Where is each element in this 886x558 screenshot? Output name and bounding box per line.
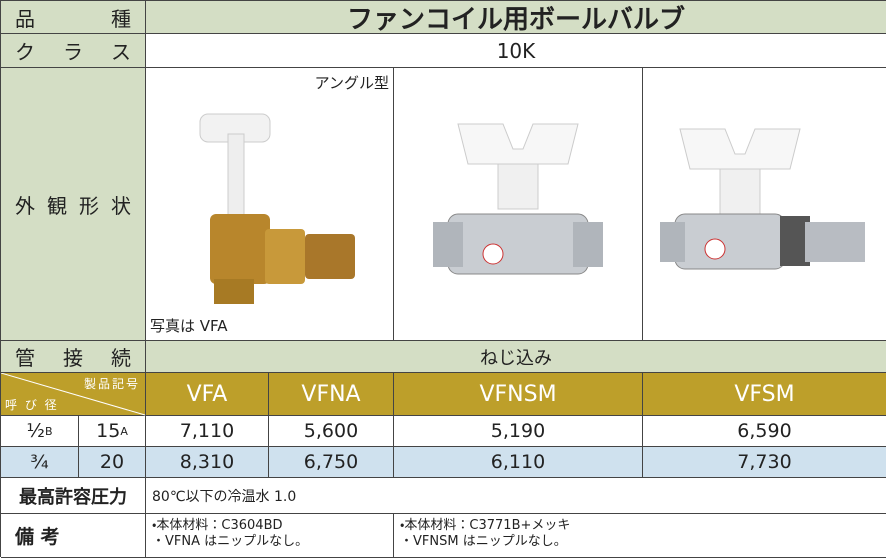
remarks-cell: ・本体材料：C3771B+メッキ ・VFNSM はニップルなし。	[394, 514, 886, 558]
mm: 20	[99, 451, 125, 473]
price: 7,110	[179, 420, 235, 442]
mm-cell: 20	[79, 447, 146, 478]
mm: 15	[96, 420, 121, 442]
title: ファンコイル用ボールバルブ	[346, 4, 685, 35]
price: 6,110	[490, 451, 546, 473]
class-value-cell: 10K	[146, 34, 886, 68]
price-cell: 6,590	[643, 416, 886, 447]
image-cell: アングル型 写真は VFA	[146, 68, 394, 341]
type-label-cell: 品 種	[1, 1, 146, 34]
image-cell	[643, 68, 886, 341]
corner-top: 製品記号	[83, 377, 140, 391]
price-cell: 5,190	[394, 416, 643, 447]
vfsm-image	[659, 128, 865, 270]
connection-value-cell: ねじ込み	[146, 341, 886, 373]
column-label: VFSM	[734, 381, 795, 407]
class-label-cell: ク ラ ス	[1, 34, 146, 68]
column-header: VFA	[146, 373, 269, 416]
vfnsm-image	[433, 123, 603, 275]
pressure-value-cell: 80℃以下の冷温水 1.0	[146, 478, 886, 514]
remarks-cell: ・本体材料：C3604BD ・VFNA はニップルなし。	[146, 514, 394, 558]
appearance-label: 外観形状	[15, 193, 131, 218]
price-cell: 6,750	[269, 447, 394, 478]
mm-cell: 15 A	[79, 416, 146, 447]
column-header: VFNSM	[394, 373, 643, 416]
corner-cell: 製品記号 呼 び 径	[1, 373, 146, 416]
column-label: VFNSM	[479, 381, 557, 407]
vfa-image	[199, 113, 355, 304]
appearance-label-cell: 外観形状	[1, 68, 146, 341]
title-cell: ファンコイル用ボールバルブ	[146, 1, 886, 35]
image-cell	[394, 68, 643, 341]
remarks-label: 備 考	[15, 526, 60, 548]
remark: ・VFNSM はニップルなし。	[400, 534, 567, 549]
class-label: ク ラ ス	[15, 40, 131, 64]
price: 6,590	[737, 420, 792, 442]
connection-label-cell: 管 接 続	[1, 341, 146, 373]
price: 5,190	[490, 420, 546, 442]
inch: ¾	[30, 451, 49, 473]
photo-note: 写真は VFA	[150, 317, 228, 335]
column-header: VFSM	[643, 373, 886, 416]
angle-note: アングル型	[314, 74, 389, 92]
remarks-label-cell: 備 考	[1, 514, 146, 558]
price-cell: 5,600	[269, 416, 394, 447]
mm-unit: A	[120, 424, 128, 438]
price-cell: 7,730	[643, 447, 886, 478]
column-label: VFNA	[301, 381, 361, 407]
class-value: 10K	[496, 38, 536, 63]
column-label: VFA	[186, 381, 228, 407]
column-header: VFNA	[269, 373, 394, 416]
corner-diagonal	[1, 373, 146, 416]
inch-cell: ¾	[1, 447, 79, 478]
pressure-label: 最高許容圧力	[19, 486, 127, 508]
price: 7,730	[737, 451, 792, 473]
remark: ・本体材料：C3604BD	[152, 518, 283, 533]
type-label: 品 種	[15, 6, 131, 31]
pressure-value: 80℃以下の冷温水 1.0	[152, 488, 297, 505]
price: 8,310	[179, 451, 235, 473]
pressure-label-cell: 最高許容圧力	[1, 478, 146, 514]
inch-unit: B	[44, 424, 53, 438]
price-cell: 8,310	[146, 447, 269, 478]
price-cell: 7,110	[146, 416, 269, 447]
remark: ・VFNA はニップルなし。	[152, 534, 309, 549]
price: 5,600	[303, 420, 359, 442]
price-cell: 6,110	[394, 447, 643, 478]
connection-label: 管 接 続	[15, 346, 131, 370]
connection-value: ねじ込み	[480, 347, 552, 369]
corner-bottom: 呼 び 径	[5, 398, 59, 412]
remark: ・本体材料：C3771B+メッキ	[400, 518, 571, 533]
inch: ½	[26, 420, 45, 442]
price: 6,750	[303, 451, 359, 473]
